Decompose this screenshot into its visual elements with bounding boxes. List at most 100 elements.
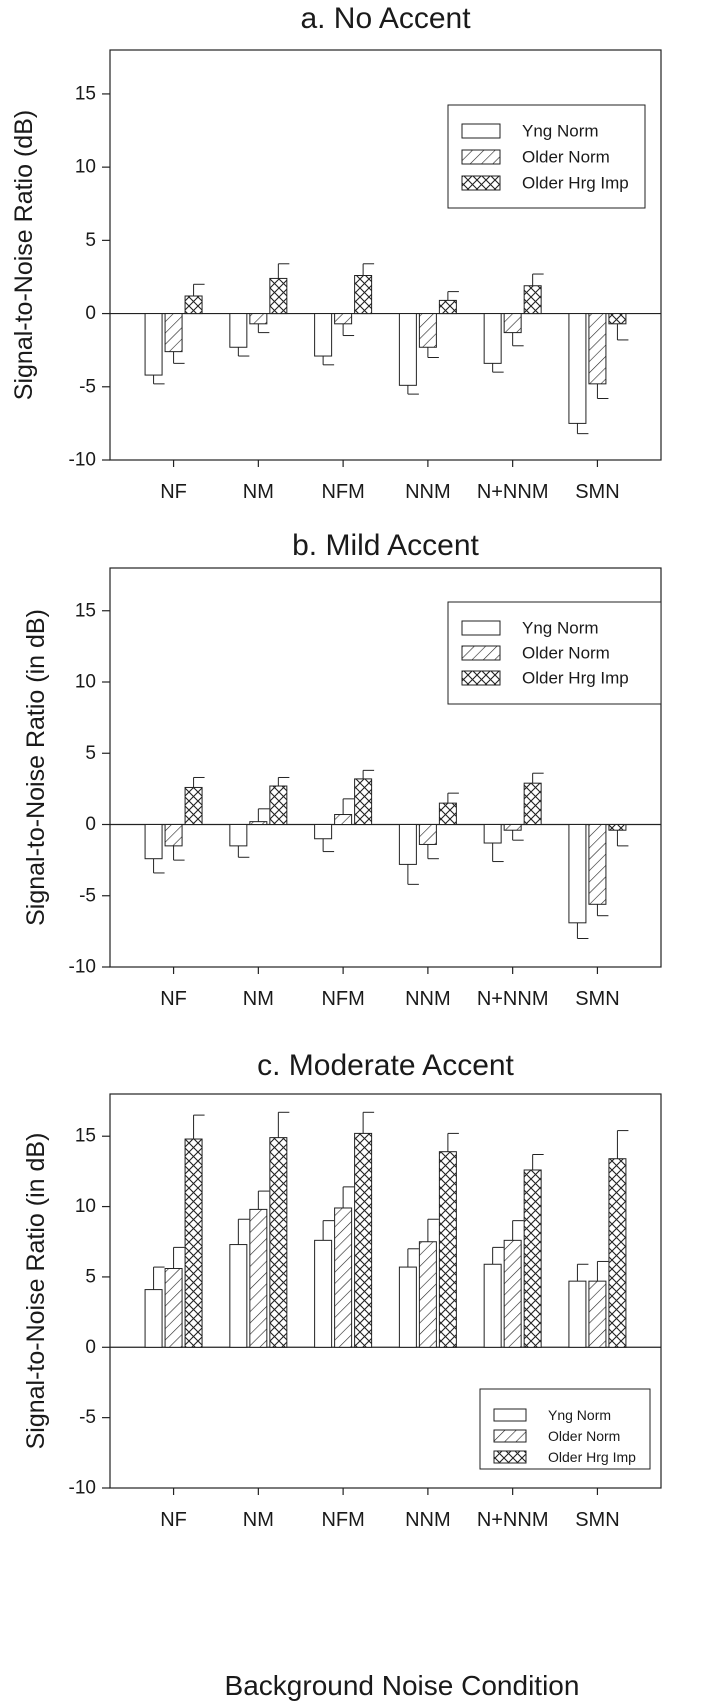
- y-tick-label: 0: [85, 303, 96, 324]
- bar-older-hrg-imp-n-nnm: [523, 782, 542, 825]
- legend-label-older-norm: Older Norm: [548, 1428, 620, 1444]
- bar-older-hrg-imp-nm: [269, 1137, 288, 1348]
- y-tick-label: 0: [85, 1337, 96, 1358]
- bar-older-norm-nf: [164, 313, 183, 353]
- x-tick-label: N+NNM: [477, 481, 549, 503]
- bar-yng-norm-n-nnm: [483, 1263, 502, 1348]
- plot-frame: [109, 49, 662, 461]
- chart-title: b. Mild Accent: [292, 529, 479, 562]
- x-tick-label: SMN: [575, 1509, 619, 1531]
- bar-older-norm-nf: [164, 1267, 183, 1348]
- bar-older-hrg-imp-n-nnm: [523, 1169, 542, 1348]
- y-tick-label: 10: [75, 672, 96, 693]
- bar-yng-norm-nf: [144, 313, 163, 376]
- legend-swatch-older-hrg-imp: [461, 670, 501, 686]
- bar-older-norm-nfm: [334, 1207, 353, 1348]
- bar-older-norm-nf: [164, 824, 183, 847]
- bar-older-hrg-imp-nfm: [354, 1132, 373, 1348]
- bar-older-hrg-imp-nf: [184, 786, 203, 826]
- bar-older-hrg-imp-n-nnm: [523, 285, 542, 315]
- chart-title: c. Moderate Accent: [257, 1049, 514, 1082]
- x-tick-label: N+NNM: [477, 1509, 549, 1531]
- bar-older-hrg-imp-nnm: [438, 1151, 457, 1348]
- bar-yng-norm-nm: [229, 1244, 248, 1348]
- legend-swatch-older-norm: [461, 149, 501, 165]
- y-tick-label: 15: [75, 1126, 96, 1147]
- bar-older-hrg-imp-nf: [184, 1138, 203, 1348]
- chart-panel-2: b. Mild Accent Signal-to-Noise Ratio (in …: [22, 529, 662, 1010]
- x-tick-label: NF: [160, 988, 187, 1010]
- bar-older-norm-smn: [588, 1280, 607, 1348]
- x-tick-label: NNM: [405, 1509, 451, 1531]
- bar-older-hrg-imp-smn: [608, 1158, 627, 1348]
- bar-yng-norm-nfm: [314, 313, 333, 357]
- x-tick-label: NM: [243, 1509, 274, 1531]
- bar-older-hrg-imp-nfm: [354, 778, 373, 826]
- bar-older-hrg-imp-nm: [269, 277, 288, 315]
- y-tick-label: 5: [85, 1266, 96, 1287]
- x-tick-label: NFM: [321, 481, 364, 503]
- y-tick-label: 0: [85, 814, 96, 835]
- bar-yng-norm-smn: [568, 313, 587, 424]
- x-tick-label: NNM: [405, 988, 451, 1010]
- x-tick-label: NFM: [321, 988, 364, 1010]
- bar-older-norm-nfm: [334, 814, 353, 826]
- legend-swatch-yng-norm: [461, 123, 501, 139]
- legend: Yng Norm Older Norm Older Hrg Imp: [447, 104, 646, 209]
- x-tick-label: NFM: [321, 1509, 364, 1531]
- legend: Yng Norm Older Norm Older Hrg Imp: [447, 601, 662, 705]
- x-tick-label: NM: [243, 988, 274, 1010]
- bar-older-hrg-imp-smn: [608, 313, 627, 325]
- y-axis-label: Signal-to-Noise Ratio (dB): [10, 110, 38, 400]
- chart-panel-1: a. No Accent Signal-to-Noise Ratio (dB) -1…: [10, 2, 662, 503]
- x-tick-label: NNM: [405, 481, 451, 503]
- bar-yng-norm-nm: [229, 824, 248, 847]
- bar-older-hrg-imp-nnm: [438, 299, 457, 315]
- bar-yng-norm-smn: [568, 1280, 587, 1348]
- legend-label-older-hrg-imp: Older Hrg Imp: [522, 174, 629, 193]
- bar-older-norm-nm: [249, 821, 268, 826]
- bar-older-norm-nnm: [418, 313, 437, 348]
- legend-label-older-hrg-imp: Older Hrg Imp: [522, 669, 629, 688]
- bar-yng-norm-nnm: [398, 1266, 417, 1348]
- bar-older-norm-nnm: [418, 824, 437, 845]
- bar-older-norm-nm: [249, 313, 268, 325]
- y-tick-label: 10: [75, 1196, 96, 1217]
- y-axis-label: Signal-to-Noise Ratio (in dB): [22, 1133, 50, 1450]
- legend-label-older-hrg-imp: Older Hrg Imp: [548, 1449, 636, 1465]
- bar-yng-norm-nm: [229, 313, 248, 348]
- y-tick-label: -5: [79, 376, 96, 397]
- bar-older-hrg-imp-smn: [608, 824, 627, 831]
- y-tick-label: 5: [85, 743, 96, 764]
- legend: Yng Norm Older Norm Older Hrg Imp: [479, 1388, 651, 1470]
- y-tick-label: -10: [69, 957, 96, 978]
- bar-older-norm-n-nnm: [503, 824, 522, 831]
- y-tick-label: -10: [69, 450, 96, 471]
- chart-title: a. No Accent: [300, 2, 471, 35]
- y-tick-label: -5: [79, 1407, 96, 1428]
- x-tick-label: NM: [243, 481, 274, 503]
- legend-swatch-older-hrg-imp: [461, 175, 501, 191]
- bar-yng-norm-n-nnm: [483, 313, 502, 364]
- bar-older-hrg-imp-nfm: [354, 275, 373, 315]
- bar-yng-norm-nf: [144, 824, 163, 860]
- bar-older-norm-nfm: [334, 313, 353, 325]
- plot-frame: [109, 1093, 662, 1489]
- legend-label-older-norm: Older Norm: [522, 148, 610, 167]
- legend-swatch-yng-norm: [493, 1408, 527, 1422]
- bar-older-hrg-imp-nm: [269, 785, 288, 826]
- bar-yng-norm-smn: [568, 824, 587, 924]
- y-tick-label: -10: [69, 1478, 96, 1499]
- bar-yng-norm-nfm: [314, 1239, 333, 1348]
- bar-yng-norm-nnm: [398, 824, 417, 865]
- y-tick-label: 5: [85, 230, 96, 251]
- bar-older-norm-nm: [249, 1208, 268, 1348]
- y-tick-label: 15: [75, 600, 96, 621]
- y-tick-label: 15: [75, 83, 96, 104]
- chart-panel-3: c. Moderate Accent Signal-to-Noise Ratio …: [22, 1049, 662, 1531]
- bar-yng-norm-nnm: [398, 313, 417, 386]
- legend-label-yng-norm: Yng Norm: [522, 122, 599, 141]
- x-tick-label: SMN: [575, 988, 619, 1010]
- y-axis-label: Signal-to-Noise Ratio (in dB): [22, 609, 50, 926]
- x-tick-label: SMN: [575, 481, 619, 503]
